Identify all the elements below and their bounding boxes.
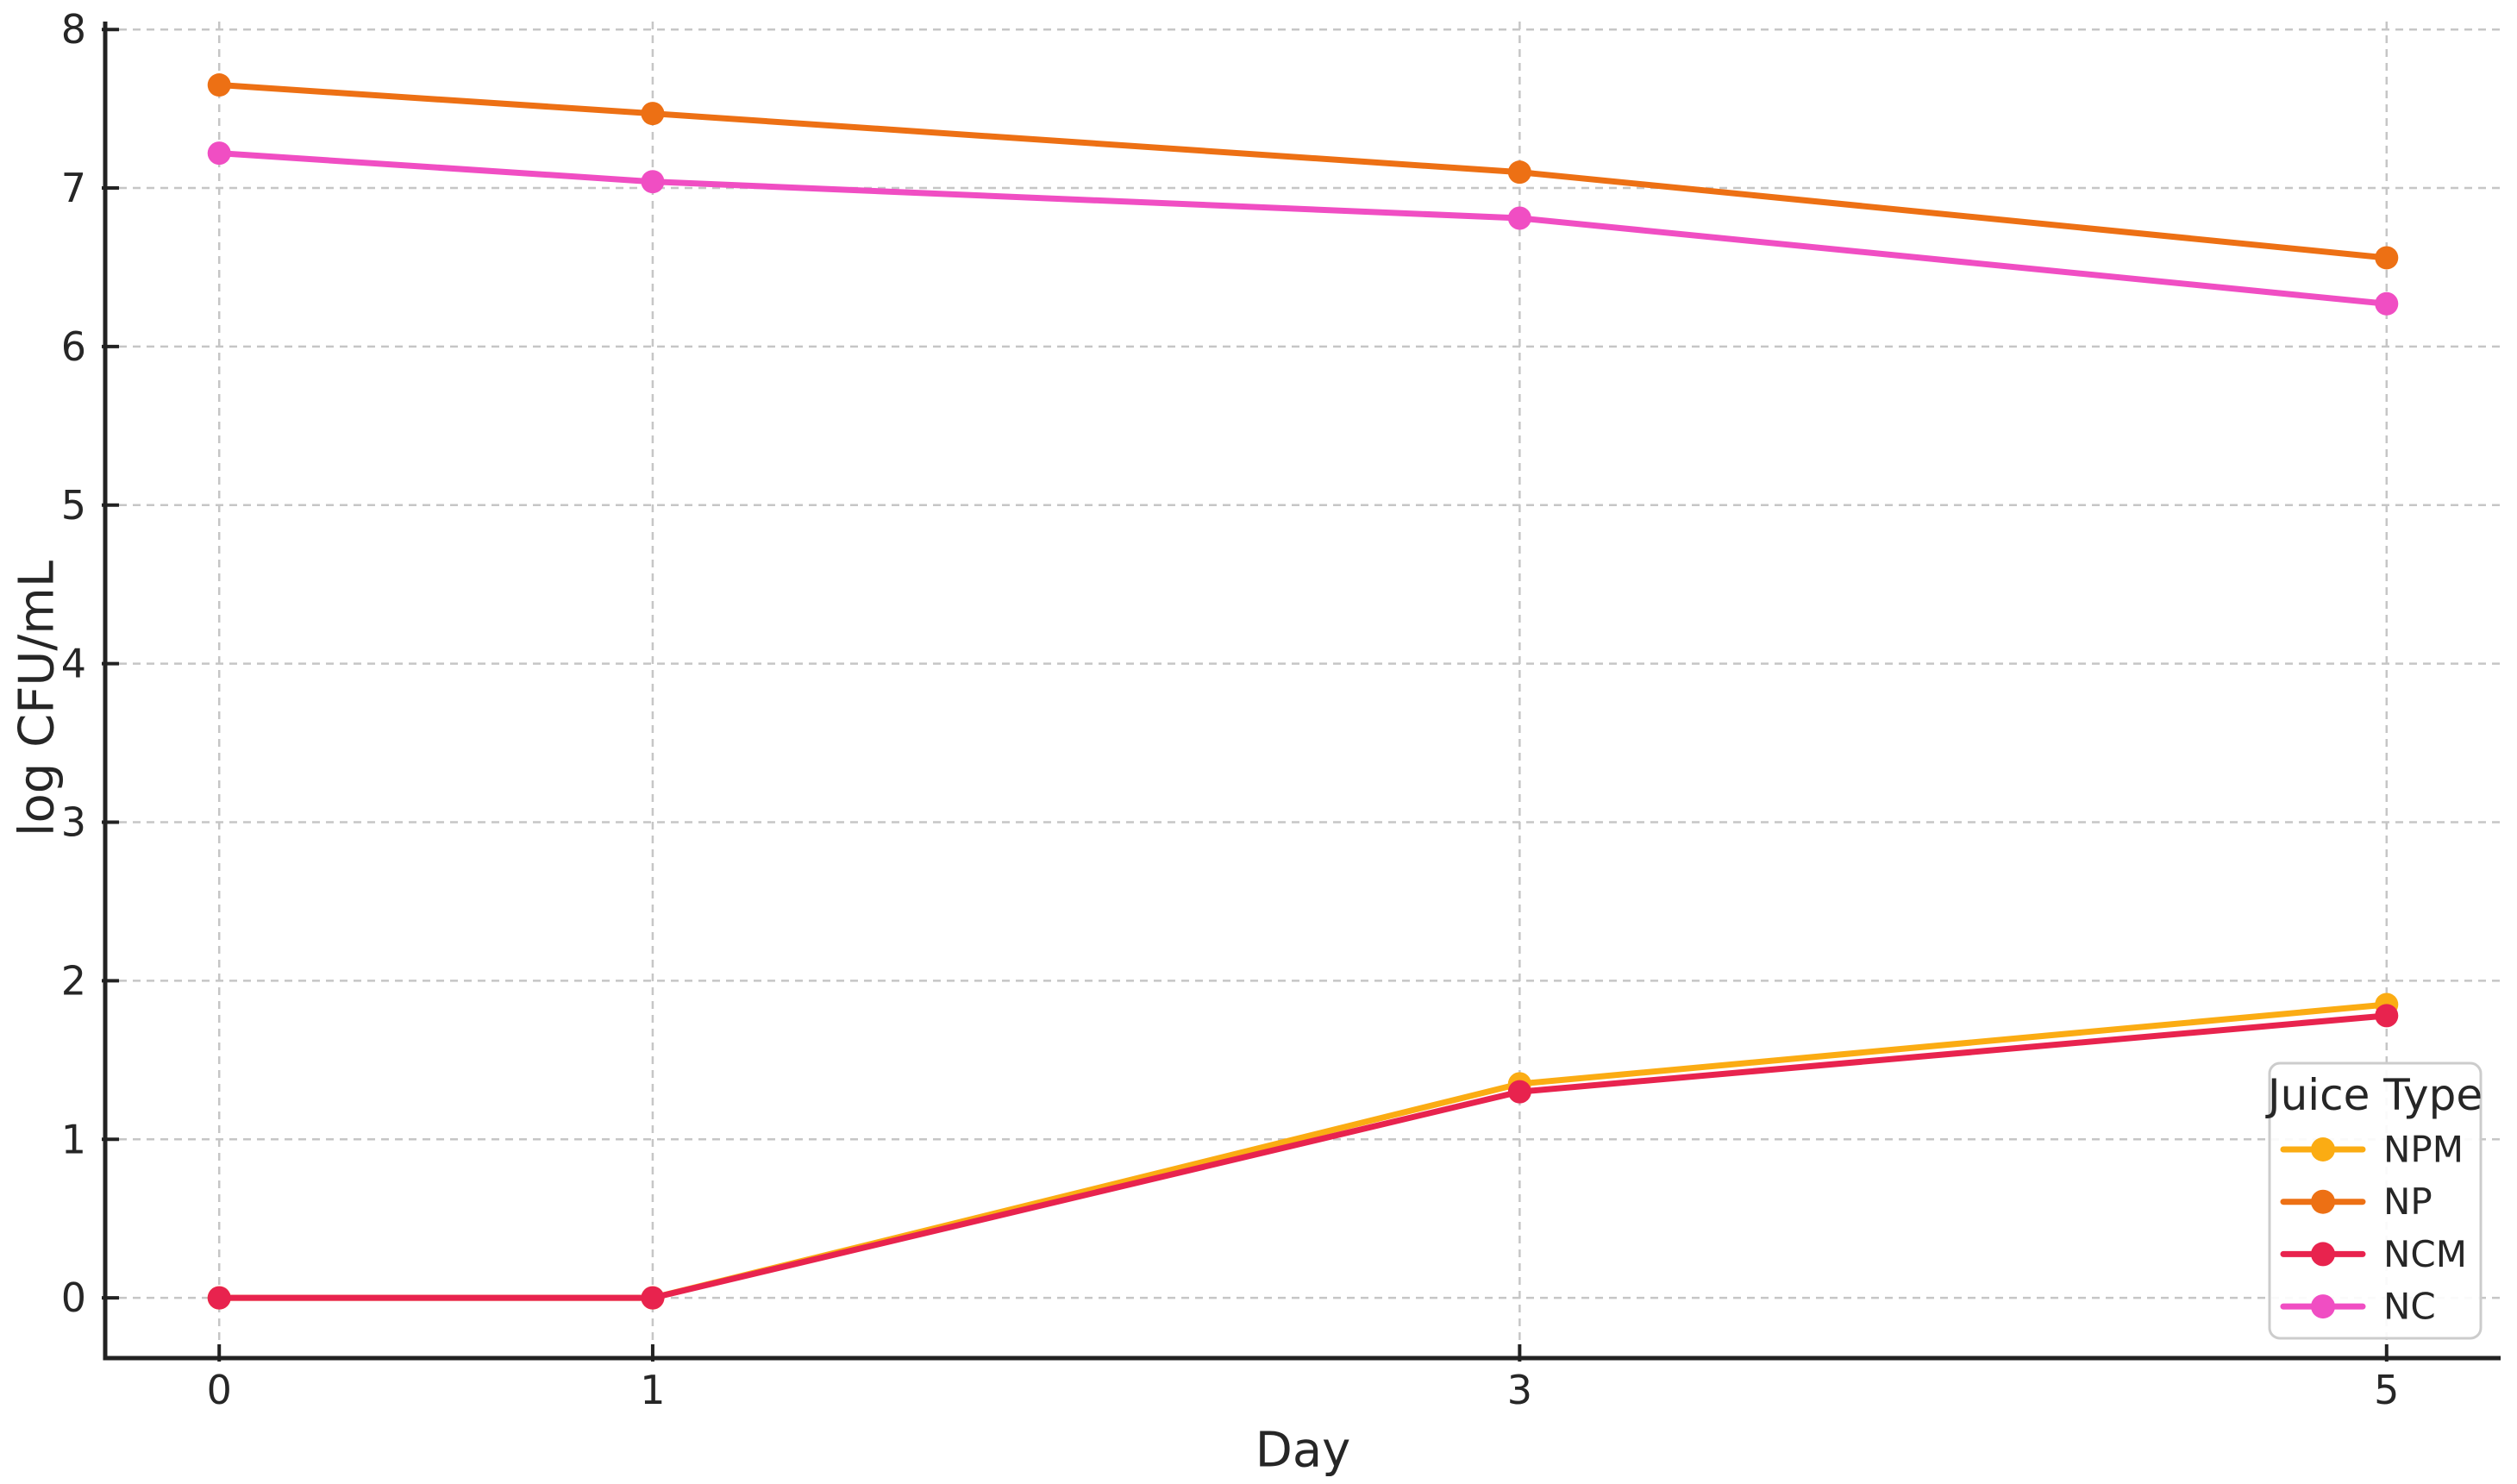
y-tick-label: 2: [61, 957, 86, 1004]
legend-label-ncm: NCM: [2383, 1233, 2467, 1275]
y-tick-label: 7: [61, 165, 86, 211]
nc-line: [216, 150, 2390, 307]
ncm-line: [216, 1012, 2390, 1301]
y-tick-label: 5: [61, 482, 86, 529]
x-tick-label: 5: [2374, 1367, 2399, 1413]
y-tick-label: 0: [61, 1274, 86, 1321]
np-line: [216, 82, 2390, 261]
y-axis-label: log CFU/mL: [9, 560, 66, 836]
y-tick-label: 6: [61, 323, 86, 370]
nc-marker: [1507, 206, 1531, 230]
legend-box: [2268, 1061, 2483, 1340]
legend-swatch-marker-nc: [2311, 1294, 2335, 1319]
legend-swatch-marker-npm: [2311, 1137, 2335, 1162]
x-tick-label: 1: [640, 1367, 665, 1413]
ncm-marker: [207, 1286, 231, 1310]
legend-label-np: NP: [2383, 1180, 2432, 1223]
y-tick-label: 3: [61, 799, 86, 846]
np-marker: [207, 73, 231, 97]
ncm-marker: [2375, 1004, 2399, 1028]
nc-marker: [2375, 291, 2399, 316]
npm-line: [216, 1001, 2390, 1301]
np-marker: [641, 102, 665, 126]
np-marker: [1507, 160, 1531, 185]
y-tick-label: 4: [61, 641, 86, 687]
nc-marker: [641, 170, 665, 194]
ncm-marker: [1507, 1080, 1531, 1104]
ncm-marker: [641, 1286, 665, 1310]
np-marker: [2375, 246, 2399, 270]
x-axis-label: Day: [1255, 1423, 1351, 1479]
nc-marker: [207, 141, 231, 166]
legend-swatch-marker-ncm: [2311, 1242, 2335, 1267]
legend-title: Juice Type: [2265, 1070, 2483, 1120]
legend-label-npm: NPM: [2383, 1129, 2464, 1171]
y-tick-label: 1: [61, 1116, 86, 1162]
x-tick-label: 0: [207, 1367, 232, 1413]
y-tick-label: 8: [61, 6, 86, 53]
x-tick-label: 3: [1507, 1367, 1532, 1413]
legend-swatch-marker-np: [2311, 1189, 2335, 1214]
legend-label-nc: NC: [2383, 1286, 2436, 1328]
